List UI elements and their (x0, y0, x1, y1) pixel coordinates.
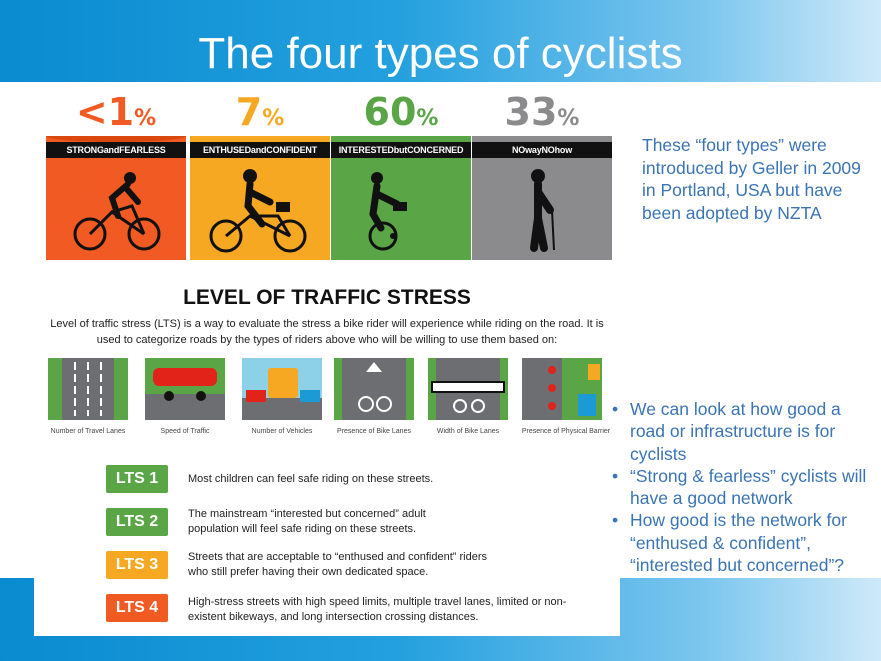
percent-unit: % (557, 106, 580, 131)
card-label: STRONGandFEARLESS (46, 142, 186, 158)
speed-of-traffic-icon (145, 358, 225, 420)
percent-value: 33 (504, 90, 558, 134)
lts-description: Level of traffic stress (LTS) is a way t… (50, 318, 604, 346)
percent-no-way-no-how: 33% (472, 90, 612, 141)
bullet-list: • We can look at how good a road or infra… (610, 398, 880, 576)
bullet-text: How good is the network for “enthused & … (630, 510, 847, 576)
bullet-icon: • (612, 399, 619, 419)
physical-barrier-icon (522, 358, 602, 420)
factor-label: Presence of Physical Barrier (521, 428, 611, 435)
percent-value: 60 (363, 90, 417, 134)
lts-2-text: The mainstream “interested but concerned… (188, 508, 426, 535)
intro-text: These “four types” were introduced by Ge… (642, 135, 861, 223)
bullet-icon: • (612, 465, 619, 486)
slide-title: The four types of cyclists (198, 29, 683, 78)
travel-lanes-icon (48, 358, 128, 420)
bullet-item: • “Strong & fearless” cyclists will have … (610, 465, 880, 510)
percent-unit: % (262, 106, 285, 131)
lts-2-badge: LTS 2 (106, 508, 168, 536)
bike-lane-width-icon (428, 358, 508, 420)
lts-4-text: High-stress streets with high speed limi… (188, 596, 567, 623)
factor-label: Number of Travel Lanes (50, 428, 126, 435)
card-label: NOwayNOhow (472, 142, 612, 158)
percent-unit: % (134, 106, 157, 131)
bullet-text: We can look at how good a road or infras… (630, 399, 841, 464)
card-no-way-no-how: NOwayNOhow (472, 136, 612, 260)
percent-unit: % (416, 106, 439, 131)
percent-enthused-confident: 7% (190, 90, 330, 141)
percent-interested-concerned: 60% (331, 90, 471, 141)
number-of-vehicles-icon (242, 358, 322, 420)
bullet-item: • How good is the network for “enthused &… (610, 509, 880, 576)
bike-lane-icon (334, 358, 414, 420)
card-label: INTERESTEDbutCONCERNED (331, 142, 471, 158)
card-enthused-confident: ENTHUSEDandCONFIDENT (190, 136, 330, 260)
percent-value: 7 (235, 90, 263, 134)
casual-cyclist-icon (368, 172, 407, 251)
pedestrian-with-cane-icon (530, 169, 555, 252)
bullet-item: • We can look at how good a road or infra… (610, 398, 880, 465)
bullet-icon: • (612, 510, 619, 531)
lts-4-badge: LTS 4 (106, 594, 168, 622)
card-strong-fearless: STRONGandFEARLESS (46, 136, 186, 260)
lts-1-text: Most children can feel safe riding on th… (188, 473, 434, 485)
road-cyclist-icon (46, 136, 186, 251)
lts-heading: LEVEL OF TRAFFIC STRESS (183, 286, 471, 309)
commuter-cyclist-icon (209, 169, 307, 253)
percent-value: <1 (75, 90, 135, 134)
factor-label: Presence of Bike Lanes (337, 428, 411, 435)
card-label: ENTHUSEDandCONFIDENT (190, 142, 330, 158)
infographic: <1% 7% 60% 33% STRONGandFEARLESS ENTHUSE… (34, 88, 620, 636)
card-interested-concerned: INTERESTEDbutCONCERNED (331, 136, 471, 260)
bullet-text: “Strong & fearless” cyclists will have a… (630, 465, 867, 509)
header-band (0, 0, 881, 82)
factor-label: Width of Bike Lanes (436, 428, 500, 435)
lts-3-text: Streets that are acceptable to “enthused… (188, 551, 488, 578)
lts-3-badge: LTS 3 (106, 551, 168, 579)
lts-1-badge: LTS 1 (106, 465, 168, 493)
factor-label: Number of Vehicles (251, 428, 313, 435)
percent-strong-fearless: <1% (46, 90, 186, 141)
factor-label: Speed of Traffic (160, 428, 210, 435)
